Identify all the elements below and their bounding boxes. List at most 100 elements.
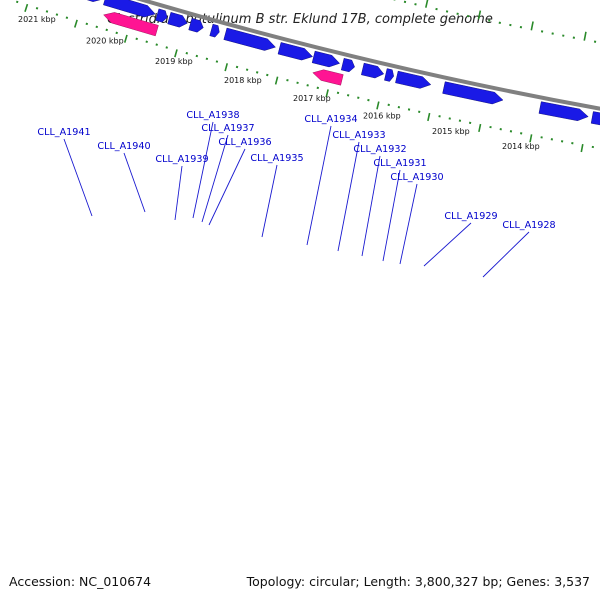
highlight-feature [312,69,344,86]
gene-arrow [277,42,313,61]
outer-tick-major [583,31,587,41]
scale-label: 2016 kbp [363,111,401,120]
inner-tick-major [427,112,431,122]
outer-tick-major [477,10,482,20]
gene-label: CLL_A1940 [97,141,150,152]
inner-tick-minor [255,71,259,74]
leader-line [382,169,401,262]
genome-summary: Topology: circular; Length: 3,800,327 bp… [246,574,590,589]
inner-tick-major [580,143,584,153]
inner-tick-minor [195,54,199,58]
leader-line [399,183,418,265]
gene-label: CLL_A1930 [390,172,443,183]
gene-label: CLL_A1939 [155,154,208,165]
outer-tick-major [530,21,534,31]
inner-tick-major [529,134,533,143]
gene-arrow [188,18,204,33]
gene-arrow [538,101,589,121]
inner-tick-minor [245,68,249,71]
gene-label: CLL_A1935 [250,153,303,164]
gene-arrow [209,23,220,38]
outer-tick-major [425,0,429,8]
inner-tick-minor [185,51,189,55]
inner-tick-minor [155,43,158,46]
gene-arrow [103,0,156,18]
inner-tick-minor [15,0,19,4]
inner-tick-minor [165,46,168,49]
gene-arrow [223,27,276,51]
scale-label: 2018 kbp [224,76,262,85]
highlight-feature [103,12,159,37]
leader-line [192,121,214,219]
gene-arrow [340,58,355,73]
inner-tick-minor [105,28,108,32]
gene-arrow [86,0,101,2]
gene-arrow [395,70,432,89]
gene-arrow [167,12,188,28]
leader-line [261,164,278,238]
leader-line [482,231,530,278]
accession-label: Accession: NC_010674 [9,574,151,589]
inner-tick-major [376,101,380,110]
scale-labels: 2021 kbp 2020 kbp 2019 kbp 2018 kbp 2017 kbp… [18,15,540,151]
gene-label: CLL_A1932 [353,144,406,155]
inner-tick-minor [85,22,89,26]
scale-label: 2017 kbp [293,94,331,103]
feature-track [86,0,600,126]
leader-line [423,222,472,267]
inner-tick-track [15,0,595,153]
gene-arrow [155,8,168,23]
gene-label: CLL_A1928 [502,220,555,231]
leader-line [201,134,229,223]
leader-line [174,165,183,221]
gene-label: CLL_A1929 [444,211,497,222]
gene-arrow [442,81,504,105]
inner-tick-major [325,89,329,98]
gene-label: CLL_A1941 [37,127,90,138]
inner-tick-major [73,19,78,28]
leader-line [337,141,360,252]
inner-tick-minor [266,73,269,77]
scale-label: 2021 kbp [18,15,56,24]
inner-tick-major [224,63,229,72]
inner-tick-major [274,76,279,85]
gene-label: CLL_A1934 [304,114,357,125]
gene-label: CLL_A1931 [373,158,426,169]
leader-line [123,152,146,213]
inner-tick-minor [45,10,49,13]
leader-line [208,148,246,226]
inner-tick-minor [145,40,148,43]
gene-labels: CLL_A1941 CLL_A1940 CLL_A1939 CLL_A1938 CLL_… [37,110,555,231]
gene-label: CLL_A1937 [201,123,254,134]
inner-tick-major [123,34,128,43]
inner-tick-major [24,3,29,13]
leader-line [361,155,381,257]
inner-tick-minor [55,13,59,16]
inner-tick-minor [35,7,39,10]
gene-arrow [361,62,385,79]
scale-label: 2020 kbp [86,36,124,45]
scale-label: 2019 kbp [155,57,193,66]
genome-backbone [135,0,600,111]
scale-label: 2014 kbp [502,142,540,151]
inner-tick-minor [205,57,209,61]
inner-tick-minor [65,16,69,19]
gene-label: CLL_A1938 [186,110,239,121]
outer-tick-track [393,0,597,43]
label-leader-lines [63,121,530,278]
gene-label: CLL_A1933 [332,130,385,141]
inner-tick-minor [115,31,118,35]
leader-line [306,125,332,246]
inner-tick-major [478,123,482,133]
inner-tick-minor [95,25,99,29]
scale-label: 2015 kbp [432,127,470,136]
gene-arrow [590,111,600,126]
inner-tick-minor [235,65,239,69]
inner-tick-major [174,49,178,58]
gene-arrow [311,50,340,68]
gene-label: CLL_A1936 [218,137,271,148]
inner-tick-minor [135,37,138,41]
leader-line [63,138,93,217]
inner-tick-minor [215,60,219,63]
